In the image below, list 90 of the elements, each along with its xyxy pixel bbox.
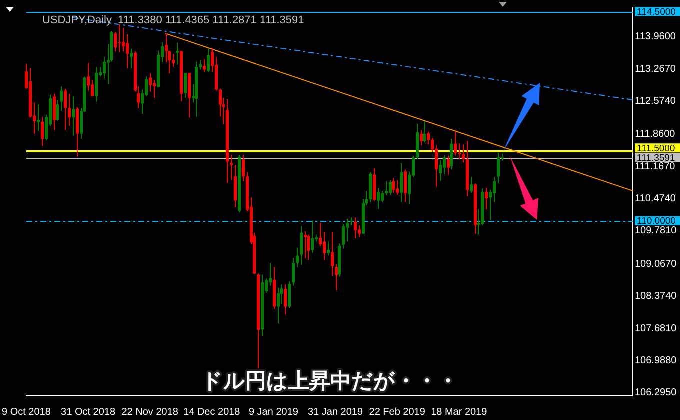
candlestick <box>389 180 392 196</box>
candlestick <box>41 116 44 147</box>
candlestick <box>72 96 75 136</box>
x-tick-label: 14 Dec 2018 <box>184 406 241 418</box>
candlestick <box>358 224 361 238</box>
candlestick <box>420 130 423 146</box>
candlestick <box>118 24 121 53</box>
candlestick <box>400 162 403 203</box>
candlestick <box>323 231 326 260</box>
candlestick <box>439 160 442 182</box>
candlestick <box>296 247 299 268</box>
candlestick <box>242 154 245 182</box>
y-tick-label: 113.9600 <box>635 32 676 43</box>
candlestick <box>114 32 117 52</box>
candlestick <box>404 169 407 203</box>
candlestick <box>485 187 488 210</box>
candlestick <box>60 86 63 112</box>
candlestick <box>392 178 395 194</box>
candlestick <box>56 100 59 122</box>
candlestick <box>165 33 168 63</box>
candlestick <box>427 131 430 146</box>
y-tick-label: 109.0670 <box>635 258 678 270</box>
candlestick <box>95 66 98 102</box>
candlestick <box>346 218 349 242</box>
candlestick <box>53 93 56 131</box>
candlestick <box>381 190 384 203</box>
ref-line-label: 114.5000 <box>637 6 676 18</box>
candlestick <box>130 48 133 69</box>
x-tick-label: 22 Nov 2018 <box>122 406 179 418</box>
candlestick <box>497 152 500 184</box>
candlestick <box>385 180 388 196</box>
y-tick-label: 109.7810 <box>635 226 678 237</box>
annotation: ドル円は上昇中だが・・・ <box>202 369 458 393</box>
candlestick <box>176 42 179 66</box>
candlestick <box>470 176 473 194</box>
candlestick <box>230 154 233 180</box>
ref-line-label: 111.3591 <box>637 152 676 164</box>
x-tick-label: 9 Oct 2018 <box>2 406 52 418</box>
x-tick-label: 31 Oct 2018 <box>61 406 116 418</box>
candlestick <box>493 176 496 203</box>
candlestick <box>149 73 152 92</box>
candlestick <box>342 224 345 250</box>
candlestick <box>396 180 399 196</box>
candlestick <box>423 120 426 144</box>
x-tick-label: 9 Jan 2019 <box>248 406 299 418</box>
y-tick-label: 110.4740 <box>635 194 676 205</box>
candlestick <box>292 257 295 286</box>
candlestick <box>277 287 280 324</box>
y-tick-label: 111.1670 <box>635 161 676 172</box>
candlestick <box>307 234 310 260</box>
candlestick <box>207 48 210 73</box>
candlestick <box>68 93 71 127</box>
candlestick <box>122 27 125 52</box>
candlestick <box>153 80 156 99</box>
candlestick <box>450 138 453 170</box>
y-tick-label: 108.3740 <box>635 291 678 302</box>
candlestick <box>284 284 287 316</box>
candlestick <box>91 80 94 97</box>
candlestick <box>304 231 307 259</box>
candlestick <box>203 58 206 73</box>
candlestick <box>126 34 129 69</box>
candlestick <box>454 131 457 156</box>
candlestick <box>458 143 461 160</box>
ref-line-label: 111.5000 <box>637 143 676 154</box>
y-tick-label: 112.5740 <box>635 96 676 107</box>
x-tick-label: 22 Feb 2019 <box>369 406 426 418</box>
candlestick <box>447 155 450 176</box>
candlestick <box>64 88 67 131</box>
y-tick-label: 107.6810 <box>635 323 678 334</box>
candlestick <box>103 56 106 80</box>
y-tick-label: 106.9880 <box>635 356 678 367</box>
candlestick <box>354 217 357 239</box>
candlestick <box>37 104 40 132</box>
candlestick <box>288 280 291 309</box>
x-tick-label: 31 Jan 2019 <box>308 406 364 418</box>
candlestick <box>311 220 314 254</box>
x-tick-label: 18 Mar 2019 <box>431 406 488 418</box>
ref-line-label: 110.0000 <box>637 216 676 227</box>
candlestick <box>335 264 338 292</box>
candlestick <box>300 226 303 266</box>
y-tick-label: 106.2950 <box>635 388 678 399</box>
candlestick <box>462 144 465 164</box>
candlestick <box>377 187 380 210</box>
candlestick <box>184 72 187 99</box>
candlestick <box>327 241 330 256</box>
candlestick <box>443 154 446 175</box>
candlestick <box>331 231 334 277</box>
y-tick-label: 113.2670 <box>635 64 676 75</box>
y-tick-label: 111.8600 <box>635 129 676 140</box>
candlestick <box>172 54 175 68</box>
